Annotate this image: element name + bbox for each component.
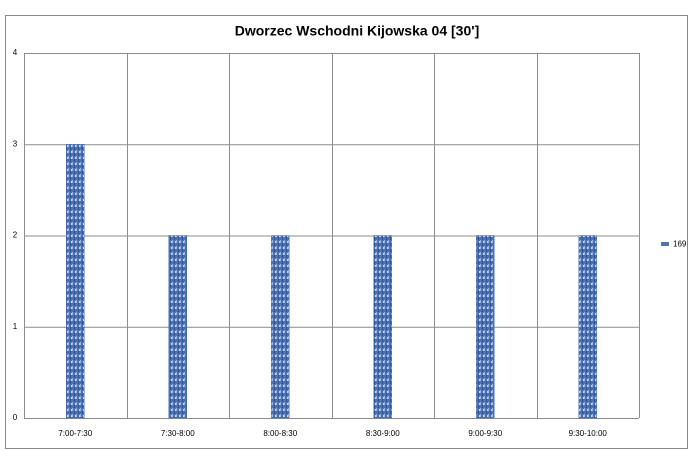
bar: [271, 235, 290, 419]
bar: [476, 235, 495, 419]
bar: [66, 144, 85, 419]
y-tick-label: 0: [13, 413, 18, 422]
x-tick-label: 8:30-9:00: [366, 429, 400, 438]
y-tick-label: 3: [13, 139, 18, 148]
bar: [168, 235, 187, 419]
legend-label: 169: [673, 240, 687, 249]
x-tick-label: 8:00-8:30: [263, 429, 297, 438]
chart-border: [5, 15, 688, 449]
y-tick-label: 1: [13, 322, 18, 331]
x-tick-label: 9:30-10:00: [569, 429, 608, 438]
x-tick-label: 7:00-7:30: [58, 429, 92, 438]
y-tick-label: 2: [13, 231, 18, 240]
y-tick-label: 4: [13, 48, 18, 57]
x-tick-label: 9:00-9:30: [468, 429, 502, 438]
x-tick-label: 7:30-8:00: [161, 429, 195, 438]
legend-swatch: [661, 242, 669, 246]
chart-title: Dworzec Wschodni Kijowska 04 [30']: [235, 23, 480, 39]
bar: [373, 235, 392, 419]
bar: [578, 235, 597, 419]
